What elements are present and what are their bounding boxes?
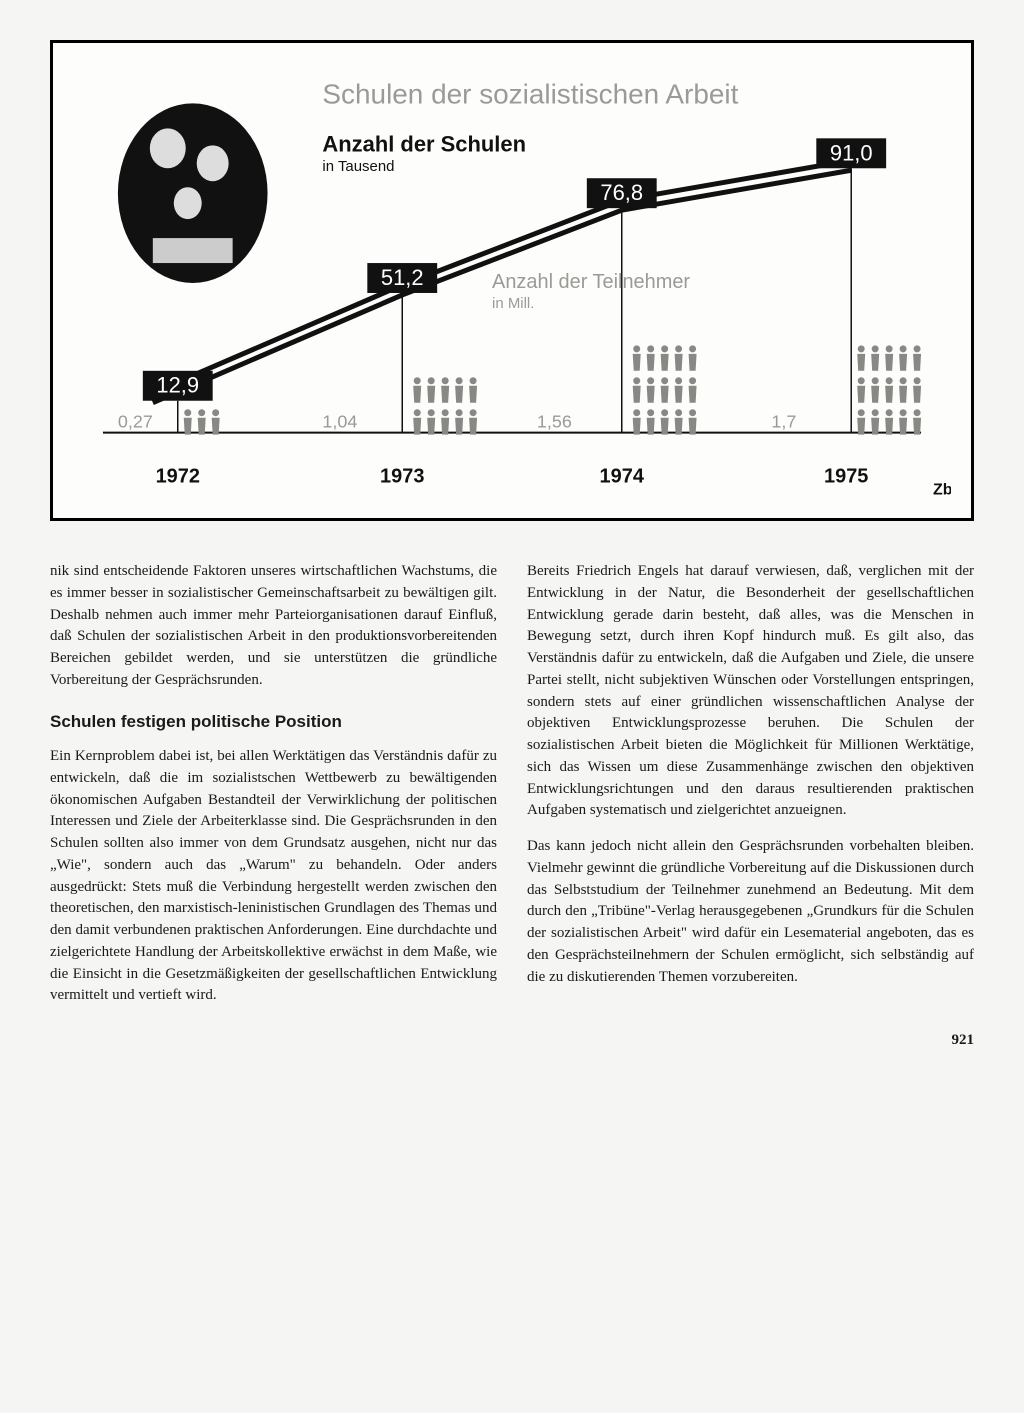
teilnehmer-value-1973: 1,04 <box>322 412 357 432</box>
year-label: 1975 <box>824 466 868 488</box>
teilnehmer-value-1974: 1,56 <box>537 412 572 432</box>
chart-container: Schulen der sozialistischen Arbeit Anzah… <box>50 40 974 521</box>
teilnehmer-value-1972: 0,27 <box>118 412 153 432</box>
value-box-1972: 12,9 <box>143 371 213 401</box>
paragraph: nik sind entscheidende Faktoren unseres … <box>50 561 497 692</box>
value-box-1973: 51,2 <box>367 263 437 293</box>
chart-subtitle: Anzahl der Schulen <box>322 131 526 156</box>
teilnehmer-unit: in Mill. <box>492 295 534 312</box>
isotype-group-1973 <box>413 377 477 434</box>
svg-text:51,2: 51,2 <box>381 265 424 290</box>
teilnehmer-value-1975: 1,7 <box>771 412 796 432</box>
year-label: 1972 <box>156 466 200 488</box>
isotype-group-1972 <box>184 409 220 434</box>
chart-svg: Schulen der sozialistischen Arbeit Anzah… <box>73 63 951 503</box>
value-box-1975: 91,0 <box>816 138 886 168</box>
page-number: 921 <box>50 1032 974 1049</box>
year-label: 1973 <box>380 466 424 488</box>
isotype-group-1975 <box>857 345 921 434</box>
article-body: nik sind entscheidende Faktoren unseres … <box>50 561 974 1012</box>
chart-title: Schulen der sozialistischen Arbeit <box>322 78 738 109</box>
year-label: 1974 <box>600 466 644 488</box>
section-heading: Schulen festigen politische Position <box>50 710 497 735</box>
workers-illustration-icon <box>118 103 268 283</box>
paragraph: Das kann jedoch nicht allein den Gespräc… <box>527 836 974 988</box>
teilnehmer-label: Anzahl der Teilnehmer <box>492 271 690 293</box>
paragraph: Bereits Friedrich Engels hat darauf verw… <box>527 561 974 822</box>
svg-text:12,9: 12,9 <box>156 373 199 398</box>
paragraph: Ein Kernproblem dabei ist, bei allen Wer… <box>50 746 497 1007</box>
corner-mark: Zb <box>933 482 951 499</box>
value-box-1974: 76,8 <box>587 178 657 208</box>
svg-text:91,0: 91,0 <box>830 140 873 165</box>
isotype-group-1974 <box>633 345 697 434</box>
chart-subtitle-unit: in Tausend <box>322 158 394 175</box>
svg-text:76,8: 76,8 <box>600 180 643 205</box>
